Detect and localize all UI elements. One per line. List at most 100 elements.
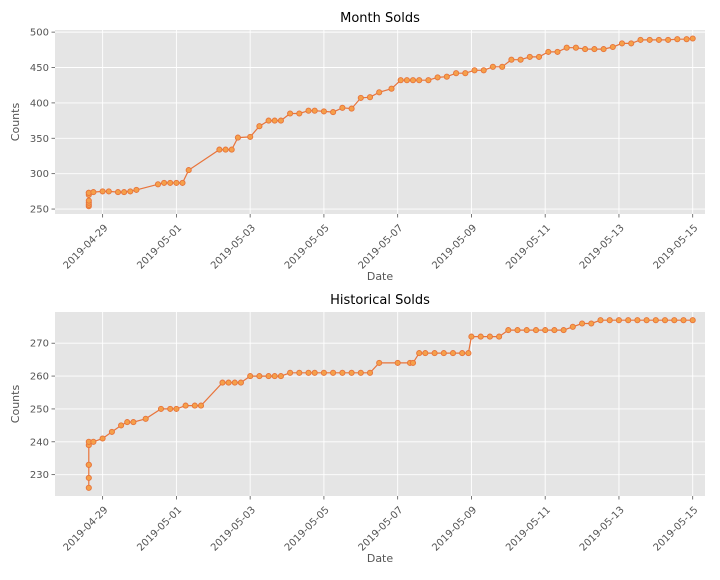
month-solds-x-axis-label: Date — [367, 270, 394, 283]
historical-solds-data-point — [182, 402, 189, 409]
historical-solds-data-point — [265, 373, 272, 380]
historical-solds-data-point — [597, 317, 604, 324]
month-solds-data-point — [256, 123, 263, 130]
month-solds-data-point — [397, 77, 404, 84]
month-solds-data-point — [121, 189, 128, 196]
month-solds-data-point — [591, 46, 598, 53]
month-solds-data-point — [409, 77, 417, 84]
month-solds-title: Month Solds — [340, 11, 420, 26]
month-solds-data-point — [339, 104, 346, 111]
month-solds-data-point — [517, 56, 524, 63]
month-solds-data-point — [376, 89, 383, 96]
historical-solds-data-point — [505, 327, 512, 334]
historical-solds-data-point — [99, 435, 106, 442]
month-solds-data-point — [443, 73, 450, 80]
historical-solds-data-point — [416, 350, 423, 357]
month-solds-data-point — [161, 179, 168, 186]
historical-solds-data-point — [320, 369, 327, 376]
month-solds-data-point — [154, 181, 162, 188]
month-solds-data-point — [167, 179, 174, 186]
historical-solds-data-point — [477, 333, 484, 340]
month-solds-data-point — [348, 105, 355, 112]
historical-solds-data-point — [237, 379, 244, 386]
month-solds-y-tick-label: 500 — [30, 28, 49, 39]
month-solds-data-point — [311, 107, 318, 114]
month-solds-data-point — [618, 40, 626, 47]
month-solds-data-point — [628, 40, 635, 47]
historical-solds-y-tick-label: 260 — [30, 372, 49, 383]
historical-solds-x-axis-label: Date — [367, 552, 394, 565]
month-solds-data-point — [133, 186, 140, 193]
month-solds-data-point — [655, 36, 662, 43]
month-solds-data-point — [173, 179, 180, 186]
month-solds-data-point — [330, 109, 337, 116]
month-solds-data-point — [689, 35, 696, 42]
historical-solds-data-point — [551, 327, 558, 334]
historical-solds-data-point — [615, 317, 622, 324]
historical-solds-data-point — [542, 327, 549, 334]
month-solds-series — [85, 35, 696, 210]
month-solds-data-point — [114, 189, 122, 196]
month-solds-data-point — [434, 74, 441, 81]
month-solds-data-point — [287, 110, 294, 117]
historical-solds-data-point — [459, 350, 466, 357]
historical-solds-y-tick-label: 270 — [30, 339, 49, 350]
historical-solds-y-ticks: 230 240 250 260 270 — [30, 339, 55, 481]
historical-solds-data-point — [579, 320, 586, 327]
month-solds-data-point — [683, 36, 690, 43]
historical-solds-data-point — [173, 405, 180, 412]
month-solds-data-point — [665, 36, 672, 43]
historical-solds-data-point — [219, 379, 226, 386]
month-solds-data-point — [526, 53, 533, 60]
historical-solds-data-point — [348, 369, 355, 376]
month-solds-data-point — [222, 146, 229, 153]
historical-solds-data-point — [409, 359, 417, 366]
historical-solds-data-point — [680, 317, 687, 324]
historical-solds-data-point — [225, 379, 232, 386]
historical-solds-data-point — [256, 373, 263, 380]
month-solds-data-point — [271, 117, 278, 124]
month-solds-data-point — [85, 197, 92, 204]
month-solds-data-point — [185, 167, 192, 174]
month-solds-data-point — [600, 46, 607, 53]
month-solds-data-point — [535, 53, 543, 60]
historical-solds-data-point — [569, 323, 576, 330]
historical-solds-data-point — [449, 350, 457, 357]
historical-solds-data-point — [486, 333, 493, 340]
month-solds-data-point — [674, 36, 681, 43]
historical-solds-y-tick-label: 240 — [30, 437, 49, 448]
month-solds-data-point — [366, 94, 374, 101]
month-solds-data-point — [127, 188, 134, 195]
historical-solds-data-point — [394, 359, 401, 366]
historical-solds-data-point — [339, 369, 346, 376]
historical-solds-data-point — [296, 369, 303, 376]
month-solds-data-point — [305, 107, 312, 114]
month-solds-data-point — [90, 189, 97, 196]
historical-solds-data-point — [197, 402, 205, 409]
historical-solds-data-point — [689, 317, 696, 324]
month-solds-data-point — [105, 188, 112, 195]
month-solds-data-point — [609, 43, 616, 51]
historical-solds-data-point — [311, 369, 318, 376]
historical-solds-data-point — [157, 405, 165, 412]
month-solds-y-tick-label: 350 — [30, 134, 49, 145]
month-solds-y-tick-label: 250 — [30, 205, 49, 216]
historical-solds-data-point — [85, 461, 92, 468]
month-solds-data-point — [508, 56, 515, 63]
historical-solds-data-point — [271, 373, 278, 380]
historical-solds-data-point — [634, 317, 641, 324]
month-solds-data-point — [462, 70, 469, 77]
historical-solds-data-point — [287, 369, 294, 376]
historical-solds-data-point — [440, 350, 447, 357]
historical-solds-y-tick-label: 250 — [30, 404, 49, 415]
historical-solds-plot-area — [55, 312, 705, 496]
historical-solds-data-point — [625, 317, 632, 324]
historical-solds-data-point — [118, 422, 125, 429]
historical-solds-data-point — [85, 484, 92, 491]
month-solds-data-point — [265, 117, 272, 124]
month-solds-data-point — [563, 44, 570, 51]
historical-solds-data-point — [124, 419, 131, 426]
month-solds-data-point — [247, 133, 254, 140]
